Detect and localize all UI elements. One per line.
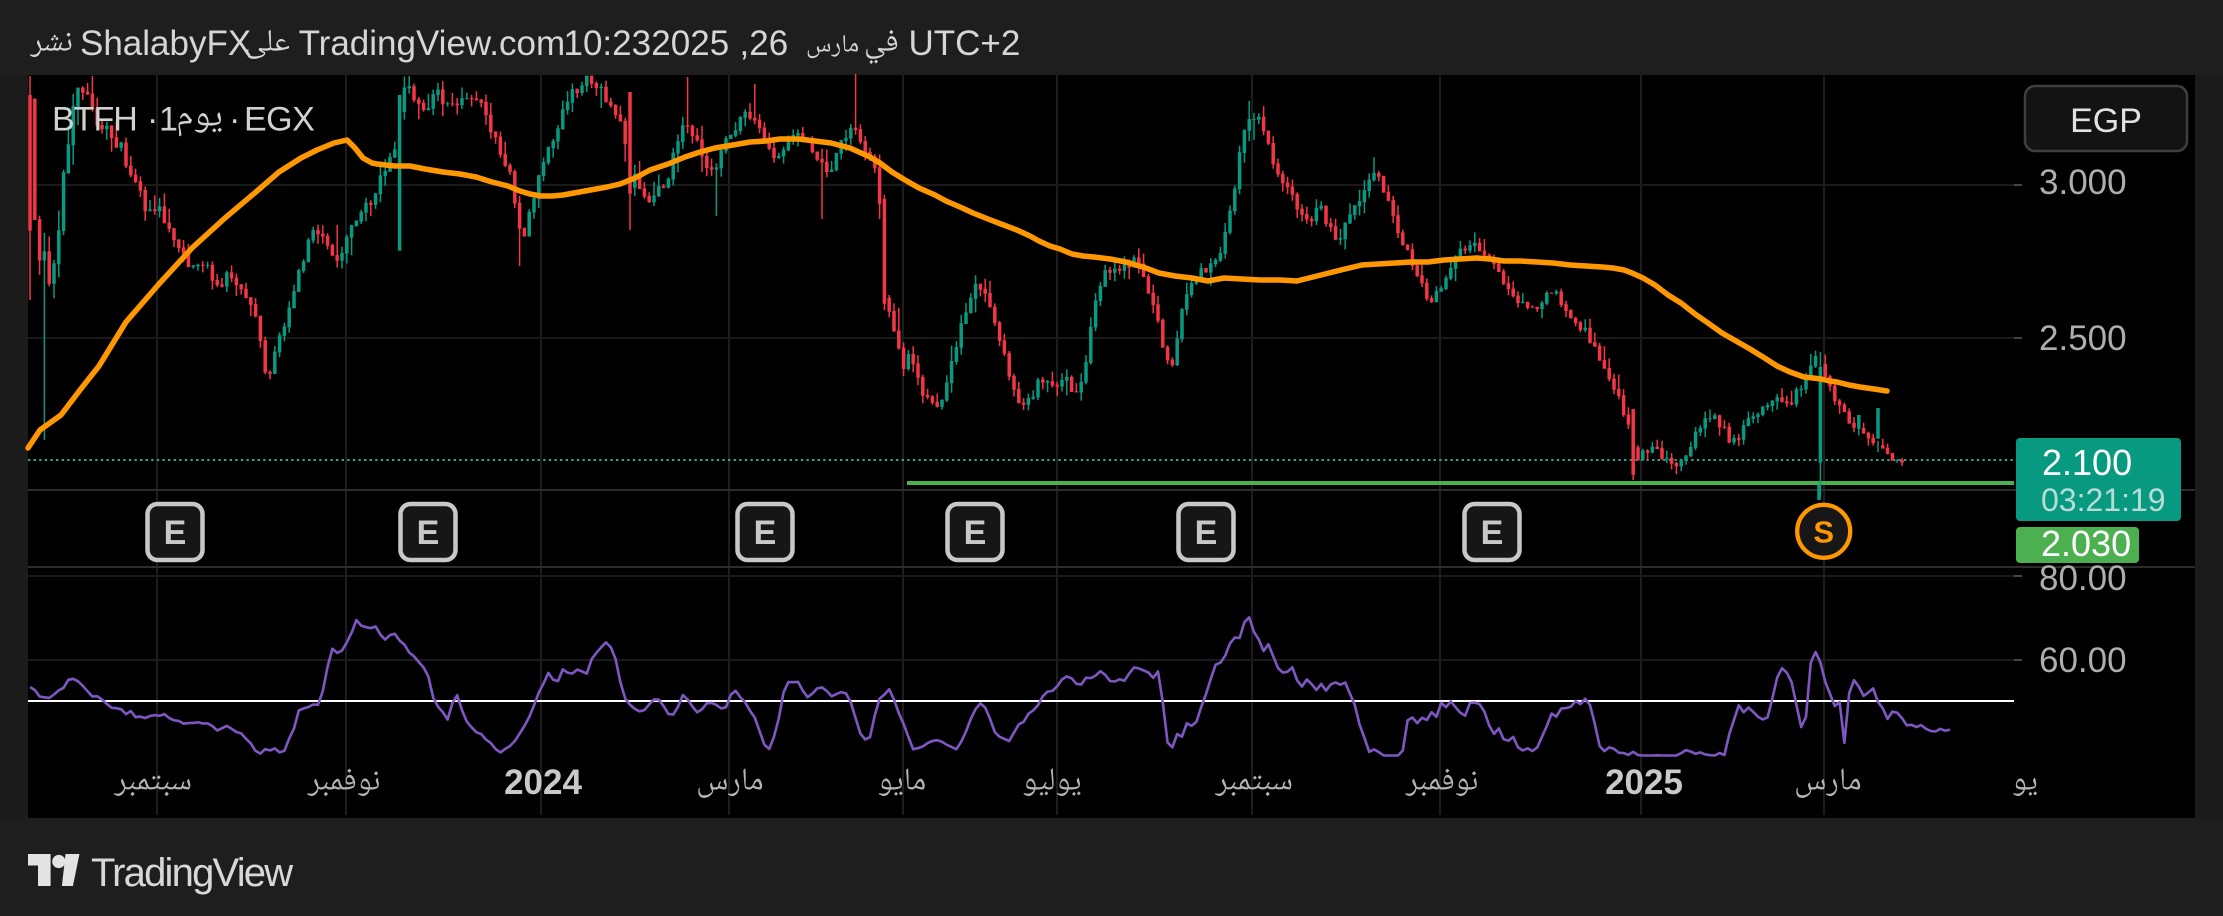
svg-text:·: · xyxy=(147,101,158,139)
svg-text:E: E xyxy=(964,514,987,552)
svg-text:2024: 2024 xyxy=(504,763,582,802)
svg-text:E: E xyxy=(164,514,187,552)
svg-text:E: E xyxy=(1481,514,1504,552)
svg-text:BTFH: BTFH xyxy=(52,101,137,139)
svg-text:·: · xyxy=(229,101,240,139)
svg-text:60.00: 60.00 xyxy=(2039,641,2127,680)
svg-text:TradingView: TradingView xyxy=(91,851,293,895)
svg-text:3.000: 3.000 xyxy=(2039,163,2127,202)
svg-text:E: E xyxy=(754,514,777,552)
svg-text:E: E xyxy=(417,514,440,552)
svg-text:80.00: 80.00 xyxy=(2039,559,2127,598)
svg-text:EGX: EGX xyxy=(244,101,314,139)
svg-text:2.500: 2.500 xyxy=(2039,319,2127,358)
svg-text:UTC+2: UTC+2 xyxy=(909,24,1021,63)
svg-text:10:23: 10:23 xyxy=(564,24,652,63)
svg-text:ShalabyFX: ShalabyFX xyxy=(80,24,251,63)
svg-text:2.030: 2.030 xyxy=(2041,523,2131,564)
svg-text:2025: 2025 xyxy=(1605,763,1683,802)
svg-text:S: S xyxy=(1813,515,1834,550)
svg-text:TradingView.com: TradingView.com xyxy=(299,24,566,63)
svg-text:2.100: 2.100 xyxy=(2042,442,2132,483)
svg-text:03:21:19: 03:21:19 xyxy=(2041,482,2166,518)
svg-text:2025: 2025 xyxy=(651,24,729,63)
svg-text:,26: ,26 xyxy=(740,24,789,63)
svg-text:EGP: EGP xyxy=(2070,102,2142,140)
svg-text:E: E xyxy=(1195,514,1218,552)
svg-text:1: 1 xyxy=(159,101,178,139)
